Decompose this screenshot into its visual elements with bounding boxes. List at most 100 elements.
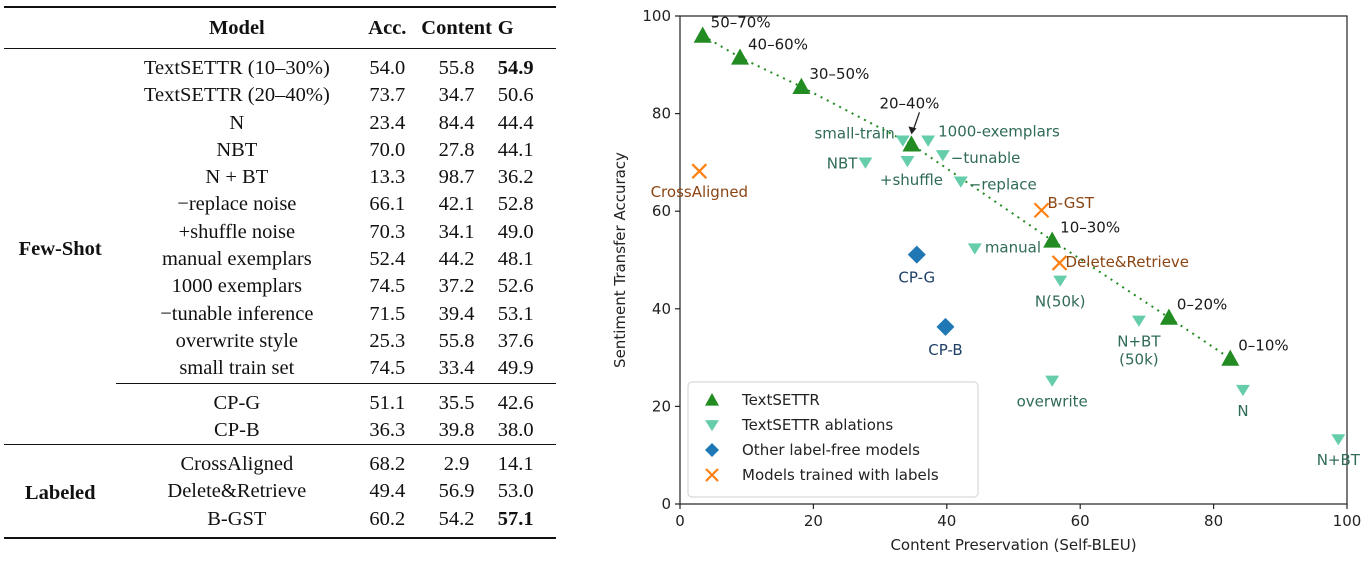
point-label: 50–70%: [711, 14, 771, 32]
model-cell: CP-G: [116, 382, 358, 417]
point-label: 20–40%: [879, 94, 939, 112]
model-cell: −replace noise: [177, 193, 297, 216]
point-label: manual: [985, 238, 1041, 256]
acc-cell: 68.2: [369, 453, 406, 476]
g-cell: 37.6: [497, 329, 534, 352]
triangle-down-point-marker: [1053, 275, 1068, 287]
model-cell: small train set: [179, 357, 295, 380]
acc-cell: 51.1: [357, 382, 418, 417]
model-cell: B-GST: [207, 507, 267, 530]
acc-cell: 70.3: [369, 220, 406, 243]
content-cell: 84.4: [438, 111, 475, 134]
acc-cell: 25.3: [369, 329, 406, 352]
acc-cell: 74.5: [369, 357, 406, 380]
g-cell: 44.4: [497, 111, 534, 134]
triangle-up-point-marker: [693, 26, 712, 43]
table-row: CP-G 51.1 35.5 42.6: [4, 382, 556, 417]
point-label: 1000-exemplars: [938, 122, 1060, 140]
header-content: Content: [421, 17, 492, 39]
triangle-up-point-marker: [1159, 308, 1178, 325]
triangle-down-point-marker: [921, 135, 936, 147]
point-label: +shuffle: [880, 171, 943, 189]
legend-marker: [705, 468, 719, 482]
acc-cell: 73.7: [369, 84, 406, 107]
content-cell: 54.2: [438, 507, 475, 530]
table-body: Few-Shot TextSETTR (10–30%) 54.0 55.8 54.9 Te…: [4, 48, 556, 539]
triangle-down-point-marker: [935, 150, 950, 162]
results-table-panel: Model Acc. Content G Few-Shot TextSETTR (…: [0, 0, 560, 566]
g-cell: 48.1: [497, 248, 534, 271]
scatter-chart-panel: 0 20 40 60 80 100 0 20 40 60 80 100 Content Preserva…: [580, 0, 1367, 566]
point-label: −tunable: [951, 149, 1021, 167]
y-tick-label: 60: [652, 202, 671, 220]
g-cell: 54.9: [497, 57, 534, 79]
point-label: 0–20%: [1177, 296, 1227, 314]
content-cell: 27.8: [438, 138, 475, 161]
content-cell: 44.2: [438, 248, 475, 271]
point-label: CrossAligned: [651, 183, 749, 201]
model-cell: CP-B: [214, 418, 260, 441]
g-cell: 52.6: [497, 275, 534, 298]
model-cell: N + BT: [205, 166, 269, 189]
y-tick-label: 20: [652, 397, 671, 415]
point-label: 0–10%: [1238, 337, 1288, 355]
table-row: 1000 exemplars 74.5 37.2 52.6: [4, 273, 556, 300]
table-row: CP-B 36.3 39.8 38.0: [4, 417, 556, 445]
point-label: 30–50%: [809, 65, 869, 83]
table-row: small train set 74.5 33.4 49.9: [4, 355, 556, 383]
results-table: Model Acc. Content G Few-Shot TextSETTR (…: [4, 6, 556, 539]
acc-cell: 54.0: [369, 57, 406, 79]
triangle-down-point-marker: [1235, 384, 1250, 397]
triangle-down-point-marker: [967, 243, 982, 255]
acc-cell: 70.0: [369, 138, 406, 161]
model-cell: TextSETTR (20–40%): [143, 84, 330, 107]
content-cell: 98.7: [438, 166, 475, 189]
x-stroke: [1051, 255, 1068, 271]
content-cell: 55.8: [438, 57, 475, 79]
model-cell: +shuffle noise: [178, 220, 296, 243]
group-label: Few-Shot: [18, 237, 102, 260]
g-cell: 50.6: [497, 84, 534, 107]
textsettr-trend-line: [702, 34, 1231, 360]
x-axis-label: Content Preservation (Self-BLEU): [890, 536, 1136, 554]
table-row: B-GST 60.2 54.2 57.1: [4, 506, 556, 539]
point-label: 40–60%: [748, 35, 808, 53]
model-cell: −tunable inference: [160, 302, 314, 325]
content-cell: 42.1: [438, 193, 475, 216]
table-row: Delete&Retrieve 49.4 56.9 53.0: [4, 478, 556, 505]
table-row: N 23.4 84.4 44.4: [4, 110, 556, 137]
header-acc: Acc.: [368, 17, 407, 39]
model-cell: NBT: [216, 138, 258, 161]
annotation-arrowhead: [908, 126, 917, 135]
content-cell: 37.2: [438, 275, 475, 298]
point-label: NBT: [827, 154, 859, 172]
triangle-up-point-marker: [792, 77, 811, 94]
g-cell: 53.1: [497, 302, 534, 325]
point-label: CP-G: [898, 269, 935, 287]
x-tick-label: 40: [937, 512, 956, 530]
header-group: [4, 7, 116, 49]
triangle-down-point-marker: [858, 157, 873, 169]
content-cell: 2.9: [443, 453, 470, 476]
model-cell: Delete&Retrieve: [167, 480, 307, 503]
g-cell: 49.9: [497, 357, 534, 380]
triangle-down-point-marker: [1131, 315, 1146, 327]
content-cell: 34.7: [438, 84, 475, 107]
g-cell: 42.6: [495, 382, 556, 417]
acc-cell: 23.4: [369, 111, 406, 134]
x-stroke: [691, 163, 708, 179]
point-label: (50k): [1119, 351, 1158, 369]
table-row: overwrite style 25.3 55.8 37.6: [4, 328, 556, 355]
g-cell: 36.2: [497, 166, 534, 189]
acc-cell: 36.3: [369, 418, 406, 441]
point-label: B-GST: [1048, 194, 1095, 212]
triangle-down-point-marker: [953, 176, 968, 188]
legend-box: [687, 381, 979, 498]
table-row: −replace noise 66.1 42.1 52.8: [4, 191, 556, 218]
model-cell: TextSETTR (10–30%): [143, 57, 330, 79]
point-label: −replace: [969, 175, 1037, 193]
g-cell: 49.0: [497, 220, 534, 243]
acc-cell: 49.4: [369, 480, 406, 503]
content-cell: 39.8: [438, 418, 475, 441]
x-tick-label: 80: [1204, 512, 1223, 530]
